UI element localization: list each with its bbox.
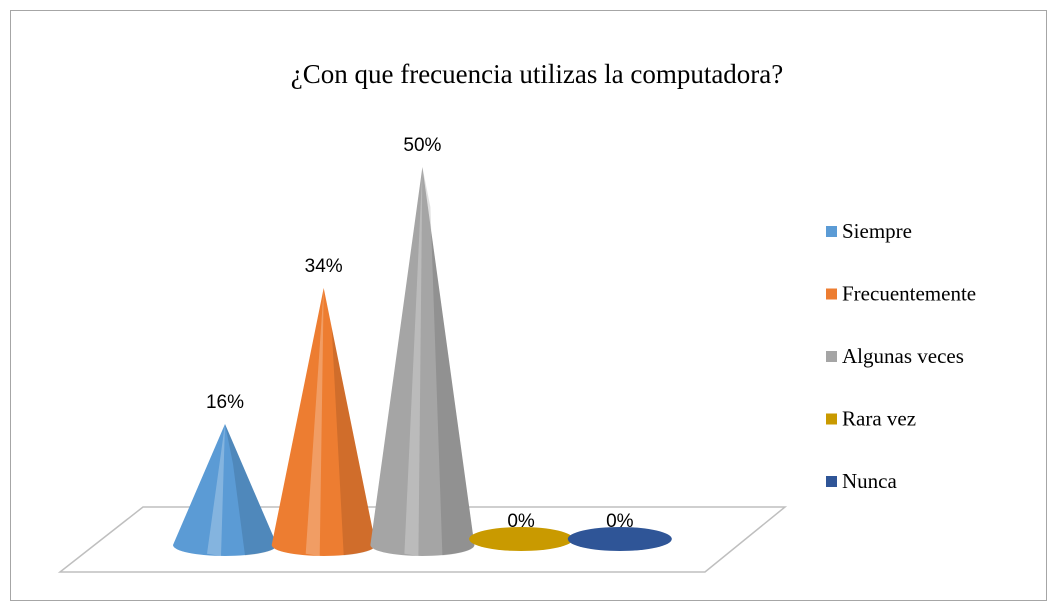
data-label: 0% bbox=[606, 511, 634, 532]
legend-label: Frecuentemente bbox=[842, 282, 976, 306]
cone bbox=[173, 424, 277, 556]
cone-highlight bbox=[305, 287, 324, 556]
legend-swatch bbox=[826, 226, 837, 237]
chart-frame bbox=[10, 10, 1047, 601]
cone bbox=[271, 287, 376, 556]
data-label: 0% bbox=[507, 511, 535, 532]
chart-title: ¿Con que frecuencia utilizas la computad… bbox=[291, 59, 784, 89]
data-label: 34% bbox=[305, 256, 343, 277]
cone bbox=[469, 527, 574, 551]
legend-swatch bbox=[826, 413, 837, 425]
cone-highlight bbox=[207, 424, 225, 556]
legend-swatch bbox=[826, 476, 837, 487]
cone bbox=[370, 167, 475, 556]
legend-swatch bbox=[826, 288, 837, 300]
legend-swatch bbox=[826, 351, 837, 362]
data-label: 50% bbox=[403, 135, 441, 156]
cone-highlight bbox=[404, 167, 423, 556]
data-label: 16% bbox=[206, 392, 244, 413]
legend-label: Siempre bbox=[842, 219, 912, 243]
legend-label: Rara vez bbox=[842, 407, 916, 431]
cone bbox=[567, 527, 672, 551]
legend-label: Algunas veces bbox=[842, 344, 964, 368]
legend-label: Nunca bbox=[842, 469, 897, 493]
